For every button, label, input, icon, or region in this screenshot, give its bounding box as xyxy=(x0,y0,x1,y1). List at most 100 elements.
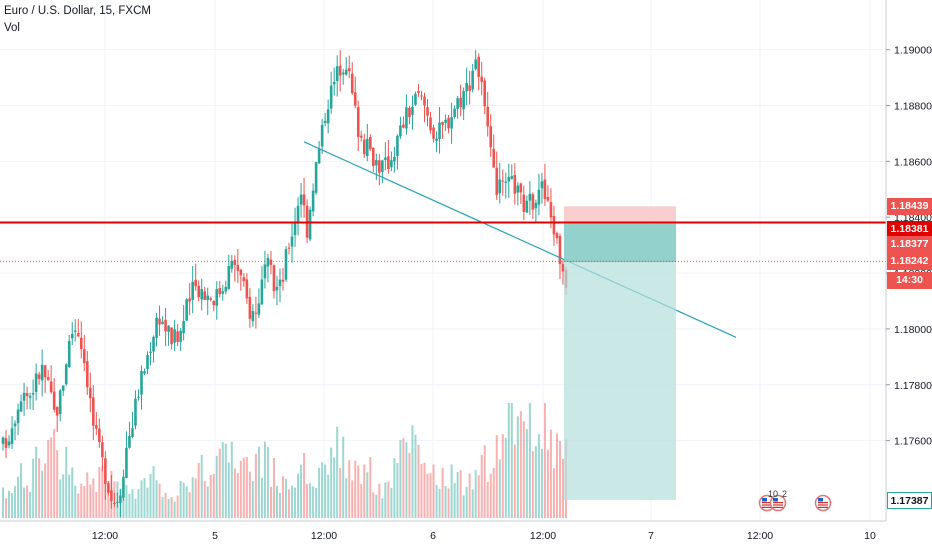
candle-body xyxy=(34,373,38,392)
candle-body xyxy=(254,312,258,314)
time-axis-label: 12:00 xyxy=(530,530,556,542)
volume-bar xyxy=(354,460,357,518)
candle-body xyxy=(501,180,505,182)
volume-bar xyxy=(522,421,525,518)
volume-bar xyxy=(278,493,281,518)
volume-bar xyxy=(50,437,53,518)
candle-body xyxy=(365,138,369,157)
volume-bar xyxy=(426,473,429,518)
candle-body xyxy=(137,396,140,398)
volume-bar xyxy=(17,476,20,518)
stop-loss-zone[interactable] xyxy=(564,206,676,224)
volume-bar xyxy=(330,447,333,518)
bar-countdown-tag: 14:30 xyxy=(887,272,932,290)
volume-bar xyxy=(474,470,477,518)
candle-body xyxy=(528,193,532,201)
candle-body xyxy=(98,428,101,442)
candle-body xyxy=(302,194,306,206)
candle-body xyxy=(341,72,345,75)
candle-body xyxy=(287,247,291,249)
volume-bar xyxy=(26,485,29,518)
volume-bar xyxy=(429,473,432,518)
candle-body xyxy=(107,483,110,493)
candle-body xyxy=(525,200,529,213)
volume-bar xyxy=(339,467,342,518)
volume-bar xyxy=(369,457,372,518)
candle-body xyxy=(1,437,5,444)
candle-body xyxy=(489,126,493,148)
volume-bar xyxy=(224,443,227,518)
volume-bar xyxy=(393,458,396,518)
volume-bar xyxy=(480,454,483,518)
volume-bar xyxy=(318,467,321,518)
volume-bar xyxy=(47,439,50,518)
volume-bar xyxy=(146,487,149,518)
volume-bar xyxy=(260,477,263,518)
volume-bar xyxy=(239,460,242,518)
candle-body xyxy=(82,349,86,364)
price-axis-label: 1.18000 xyxy=(894,324,932,336)
candle-body xyxy=(278,279,282,287)
volume-bar xyxy=(152,465,155,518)
volume-bar xyxy=(20,463,23,518)
volume-bar xyxy=(92,478,95,518)
candle-body xyxy=(411,107,414,115)
candle-body xyxy=(197,285,200,298)
candle-body xyxy=(290,236,294,247)
volume-bar xyxy=(384,482,387,518)
candle-body xyxy=(486,106,490,127)
economic-event-flag-icon[interactable] xyxy=(814,494,832,512)
volume-bar xyxy=(242,457,245,518)
volume-bar xyxy=(543,403,546,518)
volume-bar xyxy=(137,489,140,518)
time-axis-label: 12:00 xyxy=(92,530,118,542)
volume-bar xyxy=(561,458,564,518)
candle-body xyxy=(230,260,234,269)
candle-body xyxy=(251,311,255,322)
price-axis-label: 1.17800 xyxy=(894,380,932,392)
candle-body xyxy=(104,458,107,484)
candle-body xyxy=(113,503,116,505)
volume-bar xyxy=(456,472,459,518)
candle-body xyxy=(549,202,553,218)
volume-bar xyxy=(77,493,80,518)
candle-body xyxy=(269,259,273,265)
volume-bar xyxy=(417,444,420,518)
volume-bar xyxy=(272,457,275,518)
volume-bar xyxy=(230,441,233,518)
volume-bar xyxy=(402,438,405,518)
volume-bar xyxy=(281,476,284,518)
volume-bar xyxy=(390,487,393,518)
candle-body xyxy=(350,73,354,94)
economic-event-flag-icon[interactable] xyxy=(769,494,787,512)
candle-body xyxy=(540,181,544,189)
time-axis-label: 10 xyxy=(864,530,876,542)
chart-legend: Euro / U.S. Dollar, 15, FXCM Vol xyxy=(4,3,151,37)
candle-body xyxy=(519,183,523,193)
time-axis-label: 12:00 xyxy=(311,530,337,542)
volume-bar xyxy=(65,446,68,518)
candle-body xyxy=(134,398,137,426)
candle-body xyxy=(338,65,342,76)
candle-body xyxy=(402,124,405,128)
volume-bar xyxy=(525,429,528,518)
volume-bar xyxy=(209,474,212,518)
candle-body xyxy=(40,364,44,381)
volume-bar xyxy=(537,434,540,518)
candle-body xyxy=(101,442,104,458)
candle-body xyxy=(52,391,56,410)
volume-bar xyxy=(489,473,492,518)
candle-body xyxy=(149,351,152,354)
volume-bar xyxy=(257,446,260,518)
candle-body xyxy=(194,279,197,287)
volume-bar xyxy=(140,480,143,518)
candle-body xyxy=(140,371,143,395)
take-profit-zone[interactable] xyxy=(564,223,676,501)
volume-bar xyxy=(507,403,510,518)
volume-bar xyxy=(161,496,164,518)
candle-body xyxy=(387,156,390,169)
volume-indicator-label: Vol xyxy=(4,22,20,34)
candle-body xyxy=(296,205,300,223)
